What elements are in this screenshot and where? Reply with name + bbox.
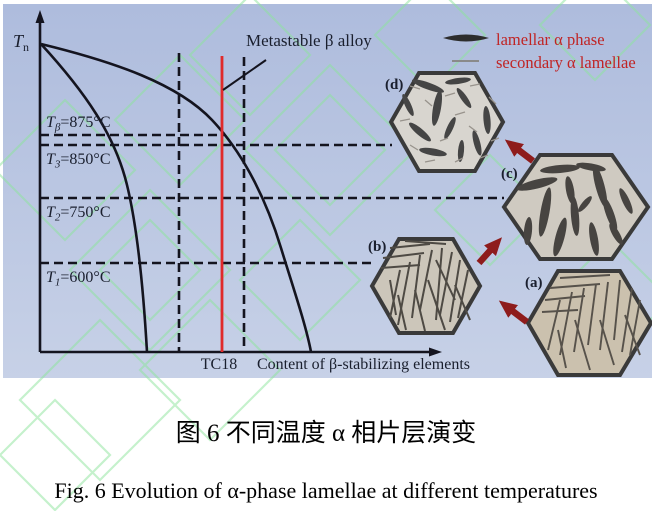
- micrograph-c: (c): [501, 153, 651, 261]
- lamellar-alpha-ellipse-icon: [443, 34, 489, 42]
- beta-transus-curve: [40, 42, 313, 353]
- arrow-b-to-c-icon: [476, 237, 503, 266]
- metastable-beta-annotation: Metastable β alloy: [246, 31, 372, 50]
- phase-diagram-plot: [35, 10, 504, 357]
- micrograph-b-label: (b): [368, 239, 386, 255]
- plot-labels: Tn Tβ=875°C T3=850°C T2=750°C T1=600°C M…: [13, 31, 470, 373]
- x-axis-arrow-icon: [429, 347, 442, 357]
- annotation-leader-line: [222, 59, 267, 91]
- legend-label-lamellar: lamellar α phase: [496, 30, 605, 49]
- y-axis-arrow-icon: [35, 10, 45, 23]
- arrow-a-to-b-icon: [498, 300, 529, 325]
- legend-label-secondary: secondary α lamellae: [496, 53, 636, 72]
- caption-chinese: 图 6 不同温度 α 相片层演变: [176, 419, 477, 447]
- micrograph-b: (b): [368, 237, 483, 335]
- micrograph-a: (a): [525, 269, 652, 377]
- legend: lamellar α phase secondary α lamellae: [443, 30, 636, 72]
- micrograph-d-label: (d): [385, 77, 403, 93]
- micrograph-c-label: (c): [501, 166, 518, 182]
- evolution-arrows: [476, 139, 535, 325]
- micrograph-d: (d): [385, 71, 506, 173]
- t1-600-label: T1=600°C: [46, 269, 111, 289]
- y-axis-label: Tn: [13, 31, 29, 54]
- caption-english: Fig. 6 Evolution of α-phase lamellae at …: [54, 478, 597, 503]
- t-beta-875-label: Tβ=875°C: [46, 114, 110, 134]
- inner-transus-curve: [40, 43, 149, 353]
- micrograph-a-label: (a): [525, 275, 543, 291]
- arrow-c-to-d-icon: [504, 139, 535, 164]
- x-axis-label: Content of β-stabilizing elements: [257, 356, 470, 373]
- t3-850-label: T3=850°C: [46, 151, 111, 171]
- t2-750-label: T2=750°C: [46, 204, 111, 224]
- tc18-tick-label: TC18: [201, 356, 237, 373]
- secondary-lamellae-marks: [399, 83, 500, 163]
- dashed-guides: [40, 53, 504, 352]
